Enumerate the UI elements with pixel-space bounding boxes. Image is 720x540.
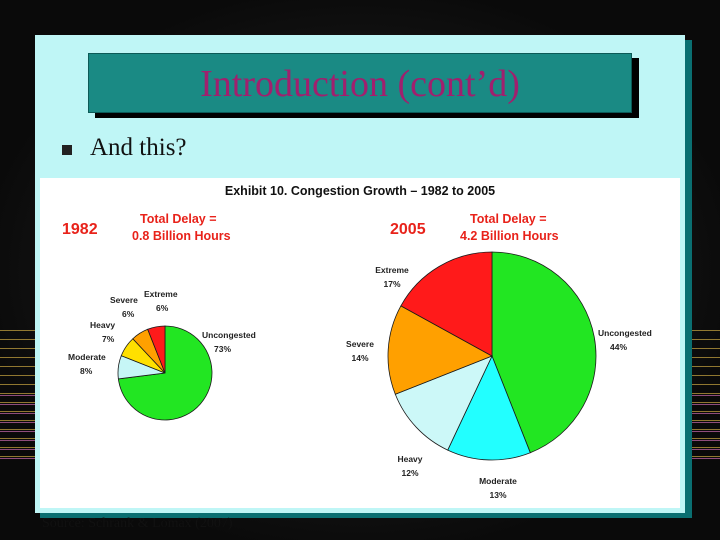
pie-2005-total-label: Total Delay = <box>470 212 547 226</box>
bullet-text: And this? <box>90 134 187 161</box>
pie-2005-slice-severe <box>387 305 493 395</box>
pie-1982-year: 1982 <box>62 221 98 238</box>
pie-1982: Uncongested 73% Moderate 8% Heavy 7% Severe 6% E… <box>68 289 256 421</box>
pie-2005-total-value: 4.2 Billion Hours <box>460 229 559 243</box>
pie-2005-pct-moderate: 13% <box>489 490 506 500</box>
pie-2005-label-severe: Severe <box>346 339 374 349</box>
pie-1982-total-value: 0.8 Billion Hours <box>132 229 231 243</box>
pie-2005-label-extreme: Extreme <box>375 265 409 275</box>
pie-2005-year: 2005 <box>390 221 426 238</box>
pie-1982-slice-extreme <box>147 325 166 374</box>
pie-2005-slice-heavy <box>394 355 493 451</box>
pie-2005-pct-severe: 14% <box>351 353 368 363</box>
pie-2005-slice-extreme <box>400 251 493 357</box>
pie-1982-label-heavy: Heavy <box>90 320 115 330</box>
pie-1982-pct-heavy: 7% <box>102 334 115 344</box>
pie-2005: Uncongested 44% Moderate 13% Heavy 12% Severe 1… <box>346 251 652 500</box>
pie-1982-pct-extreme: 6% <box>156 303 169 313</box>
pie-2005-label-uncongested: Uncongested <box>598 328 652 338</box>
pie-1982-pct-moderate: 8% <box>80 366 93 376</box>
pie-2005-pct-uncongested: 44% <box>610 342 627 352</box>
pie-1982-pct-uncongested: 73% <box>214 344 231 354</box>
pie-2005-pct-extreme: 17% <box>383 279 400 289</box>
source-note: Source: Schrank & Lomax (2007) <box>42 516 233 531</box>
congestion-chart: Exhibit 10. Congestion Growth – 1982 to … <box>62 184 652 500</box>
pie-1982-total-label: Total Delay = <box>140 212 217 226</box>
pie-1982-label-moderate: Moderate <box>68 352 106 362</box>
pie-2005-slice-uncongested <box>491 251 597 454</box>
pie-1982-pct-severe: 6% <box>122 309 135 319</box>
bullet-square-icon <box>62 145 72 155</box>
pie-1982-label-uncongested: Uncongested <box>202 330 256 340</box>
pie-1982-label-extreme: Extreme <box>144 289 178 299</box>
pie-1982-label-severe: Severe <box>110 295 138 305</box>
slide-title: Introduction (cont’d) <box>200 63 520 105</box>
pie-2005-pct-heavy: 12% <box>401 468 418 478</box>
pie-2005-slice-moderate <box>447 354 531 461</box>
chart-title: Exhibit 10. Congestion Growth – 1982 to … <box>225 184 495 198</box>
pie-2005-label-heavy: Heavy <box>397 454 422 464</box>
title-box <box>88 53 632 113</box>
pie-2005-label-moderate: Moderate <box>479 476 517 486</box>
chart-panel: Exhibit 10. Congestion Growth – 1982 to … <box>40 178 680 508</box>
